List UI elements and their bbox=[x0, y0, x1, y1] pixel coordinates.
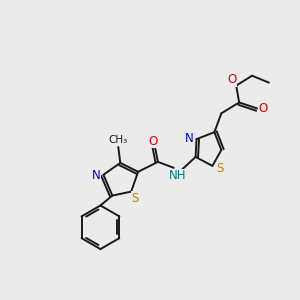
Text: O: O bbox=[148, 135, 158, 148]
Text: O: O bbox=[258, 102, 268, 115]
Text: S: S bbox=[217, 162, 224, 175]
Text: NH: NH bbox=[169, 169, 187, 182]
Text: N: N bbox=[92, 169, 101, 182]
Text: N: N bbox=[185, 132, 194, 145]
Text: N: N bbox=[185, 132, 194, 145]
Text: S: S bbox=[131, 192, 139, 205]
Text: NH: NH bbox=[169, 169, 187, 182]
Text: CH₃: CH₃ bbox=[109, 135, 128, 145]
Text: O: O bbox=[228, 73, 237, 86]
Text: S: S bbox=[131, 192, 139, 205]
Text: O: O bbox=[228, 73, 237, 86]
Text: N: N bbox=[92, 169, 101, 182]
Text: O: O bbox=[148, 135, 158, 148]
Text: O: O bbox=[258, 102, 268, 115]
Text: S: S bbox=[217, 162, 224, 175]
Text: CH₃: CH₃ bbox=[109, 135, 128, 145]
